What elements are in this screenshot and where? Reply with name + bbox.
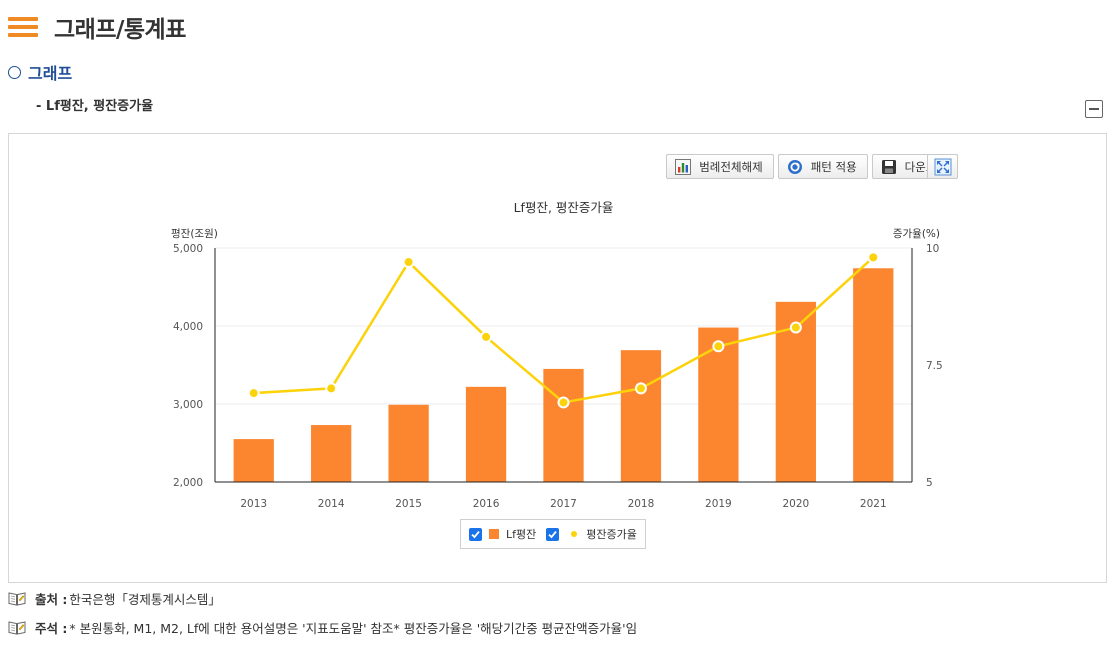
y-tick-label: 4,000: [173, 321, 203, 333]
legend-swatch-line: [571, 531, 578, 537]
line-point: [712, 340, 725, 353]
chart-svg: 2,000 3,000 4,000 5,000 5 7.5 10 2013 2014 2015 20…: [171, 200, 943, 510]
line-point: [402, 256, 415, 269]
bar: [388, 404, 429, 482]
book-icon: [8, 591, 26, 606]
bar: [853, 268, 894, 482]
y2-tick-label: 7.5: [926, 360, 943, 372]
chart-panel: 범례전체해제 패턴 적용 다운로드: [8, 133, 1107, 583]
book-icon: [8, 620, 26, 635]
source-label: 출처 :: [35, 591, 68, 607]
line-point: [634, 382, 647, 395]
page-title: 그래프/통계표: [54, 17, 186, 43]
x-tick-label: 2020: [782, 498, 809, 510]
y-axis-label: 평잔(조원): [171, 228, 218, 240]
bar: [465, 386, 507, 482]
refresh-icon: [787, 159, 803, 175]
y-tick-label: 3,000: [173, 399, 203, 411]
checkbox-icon[interactable]: [469, 527, 482, 541]
note-text: * 본원통화, M1, M2, Lf에 대한 용어설명은 '지표도움말' 참조*…: [69, 620, 638, 636]
x-tick-label: 2016: [473, 498, 500, 510]
note-label: 주석 :: [35, 620, 68, 636]
source-text: 한국은행「경제통계시스템」: [69, 591, 221, 607]
fullscreen-button[interactable]: [927, 154, 958, 179]
line-point: [867, 251, 880, 264]
x-tick-label: 2013: [240, 498, 267, 510]
chart-legend: Lf평잔 평잔증가율: [460, 519, 646, 549]
bar: [620, 350, 662, 482]
x-tick-label: 2018: [628, 498, 655, 510]
y2-tick-label: 10: [926, 243, 939, 255]
page-header: 그래프/통계표: [8, 10, 186, 44]
x-tick-label: 2015: [395, 498, 422, 510]
legend-swatch-bar: [489, 529, 499, 539]
note-row: 주석 : * 본원통화, M1, M2, Lf에 대한 용어설명은 '지표도움말…: [8, 619, 638, 636]
minus-icon: [1089, 108, 1099, 110]
legend-all-off-label: 범례전체해제: [699, 159, 763, 174]
x-tick-label: 2021: [860, 498, 887, 510]
chart-title: Lf평잔, 평잔증가율: [514, 200, 614, 215]
source-row: 출처 : 한국은행「경제통계시스템」: [8, 590, 637, 607]
line-point: [325, 382, 338, 395]
y-tick-label: 2,000: [173, 477, 203, 489]
bar: [311, 425, 352, 482]
section-title-text: 그래프: [28, 64, 73, 83]
legend-item-line[interactable]: 평잔증가율: [546, 526, 637, 542]
bar-chart-icon: [675, 158, 692, 175]
legend-item-bar[interactable]: Lf평잔: [469, 526, 536, 542]
section-title: 그래프: [8, 60, 72, 84]
x-tick-label: 2014: [318, 498, 345, 510]
bar: [233, 439, 274, 482]
y2-tick-label: 5: [926, 477, 933, 489]
y2-axis-label: 증가율(%): [893, 228, 940, 240]
chart-subtitle: - Lf평잔, 평잔증가율: [36, 99, 154, 114]
legend-all-off-button[interactable]: 범례전체해제: [666, 154, 774, 179]
save-icon: [881, 159, 897, 175]
legend-label-bar: Lf평잔: [506, 528, 537, 541]
x-tick-label: 2019: [705, 498, 732, 510]
checkbox-icon[interactable]: [546, 527, 560, 541]
expand-icon: [934, 158, 951, 175]
menu-icon[interactable]: [8, 17, 38, 37]
circle-icon: [8, 65, 21, 79]
bar: [543, 368, 584, 482]
apply-pattern-label: 패턴 적용: [810, 159, 857, 174]
line-point: [789, 321, 802, 334]
apply-pattern-button[interactable]: 패턴 적용: [777, 154, 868, 179]
x-tick-label: 2017: [550, 498, 577, 510]
line-point: [247, 387, 260, 400]
legend-label-line: 평잔증가율: [586, 528, 637, 541]
footnotes: 출처 : 한국은행「경제통계시스템」 주석 : * 본원통화, M1, M2, …: [8, 590, 637, 648]
line-point: [557, 396, 570, 409]
collapse-button[interactable]: [1085, 100, 1103, 118]
line-point: [480, 330, 493, 343]
y-tick-label: 5,000: [173, 243, 203, 255]
